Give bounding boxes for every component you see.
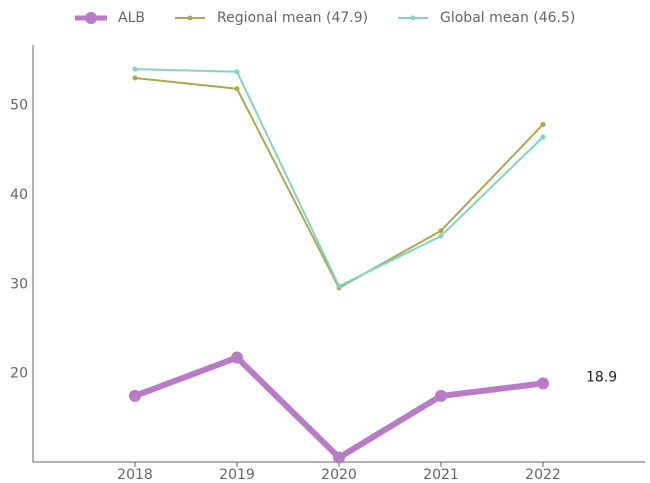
series-line — [134, 68, 544, 288]
point — [438, 233, 444, 239]
legend-label: Global mean (46.5) — [440, 10, 575, 26]
point — [438, 228, 444, 234]
point — [540, 134, 546, 140]
point — [435, 389, 447, 402]
x-tick-label: 2021 — [423, 467, 459, 483]
y-tick-label: 30 — [10, 276, 28, 292]
y-tick-label: 50 — [10, 98, 28, 114]
legend-marker — [85, 12, 97, 24]
x-tick-label: 2022 — [525, 467, 561, 483]
point — [540, 121, 546, 127]
point — [132, 66, 138, 72]
point — [231, 351, 243, 364]
point — [129, 389, 141, 402]
point — [132, 75, 138, 81]
point — [333, 451, 345, 464]
legend-label: Regional mean (47.9) — [217, 10, 368, 26]
point — [537, 377, 549, 390]
series-line — [134, 77, 544, 289]
point — [234, 69, 240, 75]
y-tick-label: 20 — [10, 366, 28, 382]
legend-label: ALB — [118, 10, 145, 26]
x-tick-label: 2018 — [117, 467, 153, 483]
legend-marker — [410, 15, 416, 21]
end-label: 18.9 — [586, 369, 617, 385]
x-tick-label: 2019 — [219, 467, 255, 483]
point — [336, 283, 342, 289]
x-tick-label: 2020 — [321, 467, 357, 483]
legend-marker — [187, 15, 193, 21]
y-tick-label: 40 — [10, 187, 28, 203]
series-line — [133, 354, 544, 461]
point — [234, 86, 240, 92]
